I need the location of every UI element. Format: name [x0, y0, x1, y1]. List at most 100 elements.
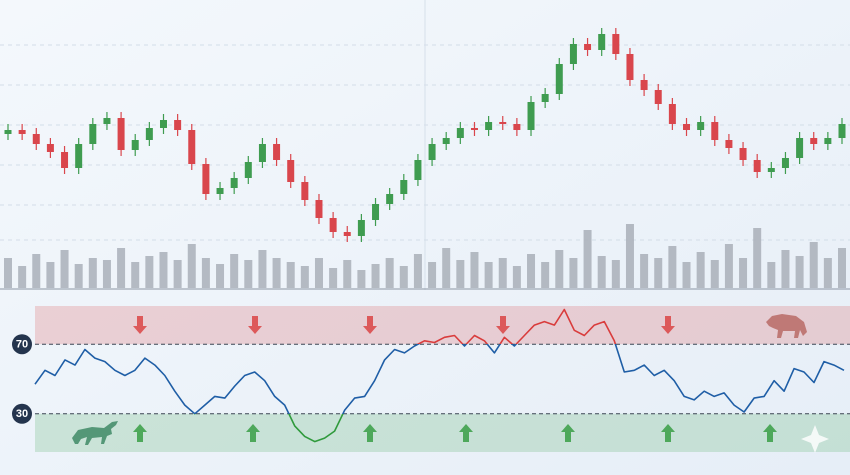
candle-body — [767, 168, 775, 172]
candle-body — [315, 200, 323, 218]
candle-body — [810, 138, 818, 144]
tick-badge — [12, 403, 32, 424]
volume-bar — [314, 258, 323, 288]
sparkle — [801, 425, 829, 453]
candle-body — [499, 122, 507, 124]
candle-body — [796, 138, 804, 158]
candle-body — [18, 130, 26, 134]
volume-bar — [470, 252, 479, 288]
candle-body — [683, 124, 691, 130]
candle-body — [725, 140, 733, 148]
candle-body — [555, 64, 563, 94]
volume-bar — [512, 266, 521, 288]
oversold-zone — [35, 413, 850, 452]
volume-bar — [4, 258, 12, 288]
candle-body — [174, 120, 182, 130]
candle-body — [654, 90, 662, 104]
volume-bar — [710, 260, 719, 288]
candle-body — [258, 144, 266, 162]
volume-bar — [201, 258, 210, 288]
candle-body — [386, 194, 394, 204]
volume-bar — [371, 264, 380, 288]
volume-bar — [258, 250, 267, 288]
volume-bar — [569, 258, 578, 288]
candle-body — [188, 130, 196, 164]
candle-body — [598, 34, 606, 50]
candle-body — [372, 204, 380, 220]
candle-body — [343, 232, 351, 236]
up-arrow — [133, 424, 147, 442]
candle-body — [159, 120, 167, 128]
volume-bar — [60, 250, 69, 288]
volume-bar — [187, 244, 196, 288]
volume-bar — [795, 256, 804, 288]
y-tick-label: 70 — [16, 339, 28, 351]
volume-bar — [484, 262, 493, 288]
candle-body — [89, 124, 97, 144]
candle-body — [485, 122, 493, 130]
volume-bar — [357, 270, 366, 288]
candle-body — [145, 128, 153, 140]
volume-bar — [244, 260, 253, 288]
candle-body — [414, 160, 422, 180]
volume-bar — [838, 248, 846, 288]
volume-bar — [456, 260, 465, 288]
volume-bar — [753, 228, 762, 288]
volume-bar — [230, 254, 239, 288]
up-arrow — [459, 424, 473, 442]
candle-body — [781, 158, 789, 168]
volume-bar — [498, 258, 507, 288]
volume-bar — [159, 252, 168, 288]
volume-bar — [272, 258, 281, 288]
candle-body — [103, 118, 111, 124]
candle-body — [442, 138, 450, 144]
candle-body — [357, 220, 365, 236]
volume-bar — [654, 258, 663, 288]
volume-bar — [117, 248, 126, 288]
candle-body — [301, 182, 309, 200]
down-arrow — [496, 316, 510, 334]
volume-bar — [640, 254, 649, 288]
y-tick-label: 30 — [16, 408, 28, 420]
volume-bar — [385, 258, 394, 288]
candle-body — [244, 162, 252, 178]
candle-body — [46, 144, 54, 152]
volume-bar — [18, 266, 27, 288]
up-arrow — [246, 424, 260, 442]
candle-body — [273, 144, 281, 160]
volume-bar — [131, 262, 140, 288]
candle-body — [541, 94, 549, 102]
candle-body — [753, 160, 761, 172]
volume-bar — [145, 256, 154, 288]
up-arrow — [661, 424, 675, 442]
volume-bar — [442, 248, 451, 288]
volume-bar — [74, 264, 83, 288]
volume-bar — [809, 242, 818, 288]
volume-bar — [724, 244, 733, 288]
candle-body — [202, 164, 210, 194]
volume-bar — [597, 256, 606, 288]
down-arrow — [363, 316, 377, 334]
candle-body — [329, 218, 337, 232]
volume-bar — [300, 266, 309, 288]
candle-body — [711, 122, 719, 140]
candle-body — [739, 148, 747, 160]
volume-bar — [767, 262, 776, 288]
volume-bar — [102, 260, 111, 288]
candle-body — [626, 54, 634, 80]
bull-icon — [72, 421, 118, 445]
volume-bar — [32, 254, 41, 288]
candle-body — [697, 122, 705, 130]
volume-bar — [413, 254, 422, 288]
candle-body — [584, 44, 592, 50]
volume-bar — [541, 262, 550, 288]
volume-bar — [428, 262, 437, 288]
volume-bar — [216, 264, 225, 288]
volume-bar — [88, 258, 97, 288]
candle-body — [131, 140, 139, 150]
volume-bar — [343, 260, 352, 288]
candle-body — [668, 104, 676, 124]
volume-bar — [555, 250, 564, 288]
volume-bar — [329, 268, 338, 288]
